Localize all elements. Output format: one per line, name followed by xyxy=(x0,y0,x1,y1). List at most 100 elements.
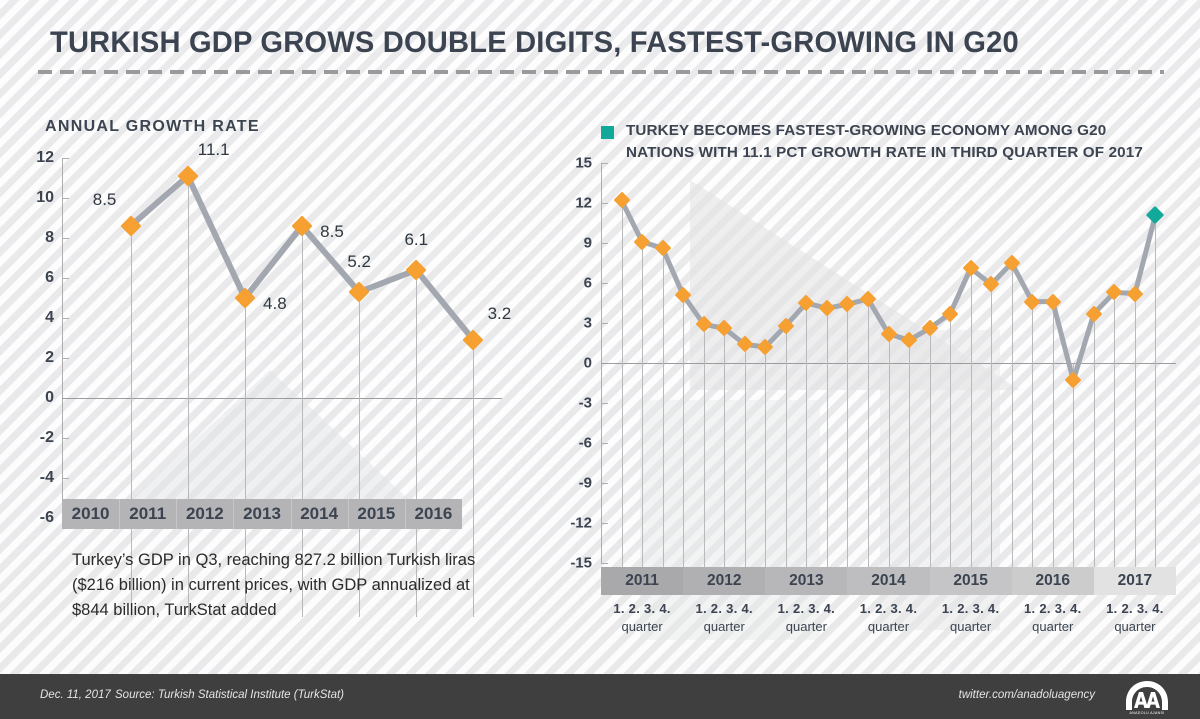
band-divider xyxy=(347,499,349,529)
anadolu-agency-logo-icon: ANADOLU AJANSI xyxy=(1126,681,1168,715)
quarter-numbers: 1. 2. 3. 4. xyxy=(941,601,1000,616)
legend-label: TURKEY BECOMES FASTEST-GROWING ECONOMY A… xyxy=(626,122,1143,161)
right-y-tick-label: 3 xyxy=(583,314,592,332)
quarter-word: quarter xyxy=(867,619,910,634)
band-divider xyxy=(233,499,235,529)
right-dropline xyxy=(642,241,644,567)
quarter-word: quarter xyxy=(785,619,827,634)
left-y-tick xyxy=(62,158,69,159)
right-data-point xyxy=(1044,293,1062,311)
right-dropline xyxy=(1093,313,1095,567)
left-dropline xyxy=(187,176,189,617)
left-y-tick xyxy=(62,438,69,439)
left-dropline xyxy=(359,292,361,617)
right-data-point xyxy=(838,295,856,313)
right-data-point xyxy=(613,191,631,209)
right-y-tick xyxy=(601,403,608,404)
right-dropline xyxy=(991,284,993,567)
left-chart-heading: ANNUAL GROWTH RATE xyxy=(45,118,260,135)
annual-growth-chart-panel: ANNUAL GROWTH RATE 12 10 8 6 4 2 0 -2 -4 -6 8.5 11.… xyxy=(36,118,511,617)
right-y-tick-label: -12 xyxy=(570,514,592,532)
left-data-label: 8.5 xyxy=(92,190,117,209)
quarter-numbers: 1. 2. 3. 4. xyxy=(613,601,671,616)
quarter-group-2017: 1. 2. 3. 4. quarter xyxy=(1094,601,1176,634)
right-chart-plot-area: 15 12 9 6 3 0 -3 -6 -9 -12 -15 xyxy=(570,155,1176,572)
left-y-tick xyxy=(62,278,69,279)
right-dropline xyxy=(662,248,664,567)
band-year-2012: 2012 xyxy=(185,504,224,523)
quarter-group-2015: 1. 2. 3. 4. quarter xyxy=(930,601,1012,634)
left-chart-plot-area: 12 10 8 6 4 2 0 -2 -4 -6 8.5 11.1 4.8 8.5 5.2 6.1 3.2 xyxy=(36,140,511,617)
quarter-group-2016: 1. 2. 3. 4. quarter xyxy=(1012,601,1094,634)
left-y-axis xyxy=(62,158,63,518)
quarter-word: quarter xyxy=(703,619,745,634)
left-y-tick-label: -6 xyxy=(39,509,54,526)
left-data-label: 8.5 xyxy=(320,222,344,241)
left-data-point xyxy=(234,287,256,309)
right-data-point xyxy=(715,319,733,337)
right-y-tick xyxy=(601,523,608,524)
quarter-group-2012: 1. 2. 3. 4. quarter xyxy=(683,601,765,634)
right-y-tick xyxy=(601,203,608,204)
page-title: TURKISH GDP GROWS DOUBLE DIGITS, FASTEST… xyxy=(50,26,1019,59)
left-y-tick-label: 0 xyxy=(45,389,54,406)
right-y-tick-label: -6 xyxy=(578,434,592,452)
footer-source: Source: Turkish Statistical Institute (T… xyxy=(115,689,345,701)
band-divider xyxy=(290,499,292,529)
right-y-tick xyxy=(601,563,608,564)
left-dropline xyxy=(416,270,418,617)
right-dropline xyxy=(621,200,623,567)
left-y-tick xyxy=(62,198,69,199)
right-dropline xyxy=(683,295,685,567)
band-year-2011: 2011 xyxy=(129,504,167,523)
left-dropline xyxy=(130,226,132,617)
footer-date: Dec. 11, 2017 xyxy=(40,689,111,701)
left-y-tick-label: -4 xyxy=(39,469,54,486)
left-y-tick-label: 12 xyxy=(36,149,54,166)
footer-twitter-handle[interactable]: twitter.com/anadoluagency xyxy=(958,689,1095,701)
right-y-tick-label: 12 xyxy=(575,194,592,212)
right-y-tick-label: 15 xyxy=(575,154,592,172)
right-dropline xyxy=(909,340,911,567)
left-y-tick-label: 4 xyxy=(45,309,54,326)
band-divider xyxy=(119,499,121,529)
left-y-tick xyxy=(62,478,69,479)
left-data-label: 3.2 xyxy=(487,304,512,323)
band-divider xyxy=(176,499,178,529)
band-year-2016: 2016 xyxy=(414,504,453,523)
right-data-point xyxy=(633,233,651,251)
right-dropline xyxy=(1032,301,1034,567)
left-data-label: 11.1 xyxy=(197,140,230,159)
header: TURKISH GDP GROWS DOUBLE DIGITS, FASTEST… xyxy=(0,0,1200,95)
quarter-numbers: 1. 2. 3. 4. xyxy=(1024,601,1082,616)
quarter-group-2014: 1. 2. 3. 4. quarter xyxy=(847,601,929,634)
right-dropline xyxy=(970,268,972,567)
quarter-group-2013: 1. 2. 3. 4. quarter xyxy=(765,601,847,634)
quarter-numbers: 1. 2. 3. 4. xyxy=(1106,601,1164,616)
right-data-point xyxy=(1126,285,1144,303)
left-y-tick-label: 6 xyxy=(45,269,54,286)
right-y-tick xyxy=(601,443,608,444)
right-data-point xyxy=(736,335,754,353)
title-divider xyxy=(38,70,1164,74)
right-data-point xyxy=(756,338,774,356)
right-y-tick xyxy=(601,283,608,284)
left-y-tick-label: 2 xyxy=(45,349,54,366)
right-dropline xyxy=(703,324,705,567)
right-y-tick-label: 9 xyxy=(583,234,592,252)
left-data-point xyxy=(462,329,485,351)
right-y-tick xyxy=(601,483,608,484)
quarter-word: quarter xyxy=(950,619,992,634)
right-data-point xyxy=(777,317,795,335)
band-year-2012: 2012 xyxy=(683,567,766,595)
right-data-point xyxy=(1064,371,1082,389)
right-data-point xyxy=(1105,283,1123,301)
left-y-tick xyxy=(62,318,69,319)
left-dropline xyxy=(244,298,246,617)
quarter-numbers: 1. 2. 3. 4. xyxy=(859,601,918,616)
right-y-tick-label: 6 xyxy=(583,274,592,292)
right-y-tick xyxy=(601,163,608,164)
left-data-point xyxy=(119,215,142,237)
right-data-point xyxy=(797,294,815,312)
